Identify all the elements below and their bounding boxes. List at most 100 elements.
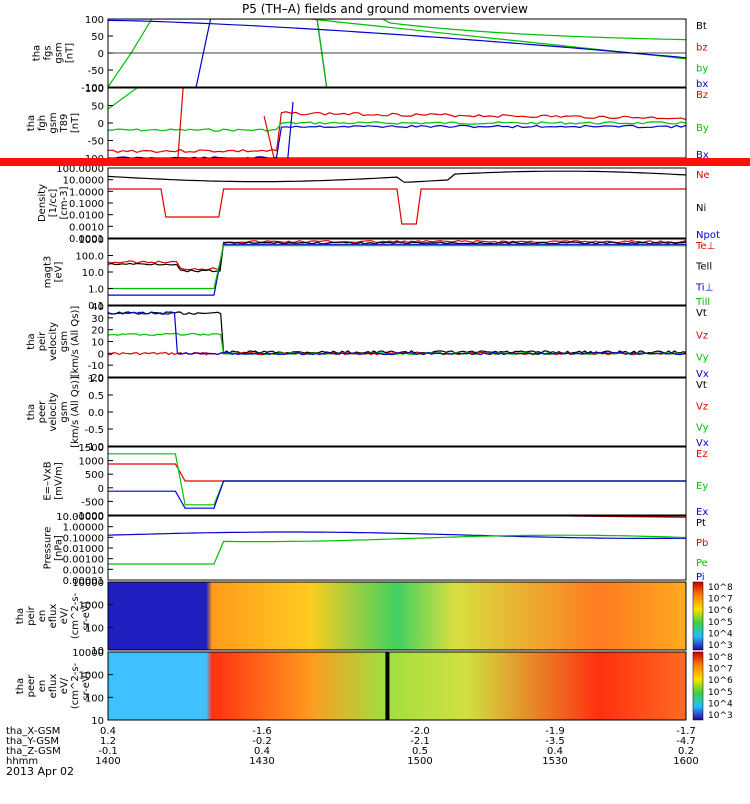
colorbar-peer_spec-label: 10^4 — [708, 699, 733, 709]
ephem-value: -2.0 — [410, 726, 430, 737]
ephem-value: 1.2 — [100, 736, 116, 747]
panel-peir_spec-data — [108, 582, 686, 650]
legend-pressure: Pt — [696, 518, 706, 529]
panel-fgh-ylabel: tha — [26, 115, 37, 131]
panel-fgs-data — [108, 19, 686, 87]
colorbar-peir_spec: 10^8 10^710^6 10^510^4 10^3 — [692, 581, 733, 651]
panel-efield-frame — [107, 446, 687, 516]
series-Ex — [108, 480, 686, 509]
panel-fgh-ylabel: T89 — [59, 114, 70, 134]
ephem-value: 1500 — [407, 756, 432, 767]
legend-pressure: Pb — [696, 538, 708, 549]
panel-peir_spec-ylabel: eV/ — [59, 607, 70, 624]
panel-peer_spec-tick: 1000 — [79, 671, 104, 682]
legend-efield: Ez — [696, 449, 708, 460]
panel-peir_spec-frame — [107, 581, 687, 651]
panel-fgh-tick: -50 — [88, 137, 104, 148]
ephem-label: tha_X-GSM — [6, 726, 60, 737]
panel-fgs-ylabel: gsm — [54, 42, 65, 63]
panel-efield-tick: 1500 — [79, 443, 104, 454]
series-Ne — [108, 188, 686, 225]
legend-peir_vel: Vt — [696, 308, 707, 319]
panel-fgs-tick: 0 — [98, 49, 104, 60]
ephemeris-table: tha_X-GSMtha_Y-GSMtha_Z-GSMhhmm0.41.2-0.… — [6, 726, 699, 767]
ephem-value: 0.4 — [547, 746, 563, 757]
panel-peer_vel-tick: -1.0 — [84, 442, 104, 453]
colorbar-peir_spec-label: 10^6 — [708, 606, 733, 616]
colorbar-peir_spec-label: 10^5 — [708, 618, 733, 628]
panel-peir_vel: tha peir velocity gsm [km/s (All Qs)] 4030201… — [26, 302, 709, 384]
legend-temp: Ti⊥ — [695, 282, 713, 293]
panel-pressure-tick: 0.10000 — [63, 533, 104, 544]
ephem-label: tha_Y-GSM — [6, 736, 59, 747]
colorbar-peer_spec-label: 10^3 — [708, 711, 733, 721]
date-label: 2013 Apr 02 — [6, 765, 74, 778]
panel-fgs-tick: -50 — [88, 66, 104, 77]
legend-fgh: Bx — [696, 150, 709, 161]
series-by — [108, 19, 153, 87]
panel-density-frame — [107, 167, 687, 239]
series-Till — [108, 245, 686, 290]
panel-peer_spec-ylabel: peer — [26, 674, 37, 698]
panel-fgs-tick: -100 — [81, 83, 104, 94]
ephem-label: hhmm — [6, 756, 38, 767]
panel-fgs-frame — [107, 18, 687, 88]
panel-peer_spec-ylabel: (cm^2-s- — [70, 662, 81, 709]
legend-peer_vel: Vx — [696, 438, 709, 449]
peir_spec-spectrogram — [108, 582, 686, 650]
legend-temp: Te⊥ — [695, 241, 715, 252]
legend-temp: Till — [695, 297, 710, 308]
ephem-value: -1.7 — [676, 726, 696, 737]
panel-fgh-frame — [107, 87, 687, 159]
legend-density: Npot — [696, 230, 720, 241]
series-Ey — [108, 453, 686, 506]
plot-title: P5 (TH–A) fields and ground moments over… — [242, 2, 528, 16]
legend-fgh: By — [696, 123, 709, 134]
series-by — [108, 19, 686, 41]
panel-peir_spec-tick: 10000 — [72, 578, 104, 589]
legend-fgs: bx — [696, 79, 708, 90]
panel-peir_vel-ylabel: [km/s (All Qs)] — [70, 306, 81, 378]
series-By — [108, 121, 686, 132]
panel-efield-ylabel: [mV/m] — [54, 462, 65, 500]
panel-peer_spec-tick: 10 — [91, 716, 104, 727]
panel-peer_spec-data — [108, 652, 686, 720]
panel-density-tick: 100.0000 — [56, 164, 104, 175]
series-Vt — [108, 311, 686, 355]
ephem-value: -0.2 — [252, 736, 272, 747]
legend-fgs: bz — [696, 42, 708, 53]
series-Bx — [287, 101, 294, 158]
ephem-value: -4.7 — [676, 736, 696, 747]
series-Vy — [108, 332, 686, 356]
panel-peir_vel-data — [108, 311, 686, 356]
legend-pressure: Pi — [696, 572, 705, 583]
panel-peer_vel-ylabel: velocity — [48, 392, 59, 431]
panel-peer_spec-ylabel: tha — [15, 678, 26, 694]
panel-density-ylabel: Density — [37, 184, 48, 222]
panel-density-ylabel: [1/cc] — [48, 189, 59, 218]
colorbar-peer_spec-label: 10^7 — [708, 665, 733, 675]
ephem-value: -2.1 — [410, 736, 430, 747]
panel-peer_spec-frame — [107, 651, 687, 721]
panel-temp: magt3 [eV] 1000 100.0 10.0 1.0 0.1 Te⊥ Tell Ti⊥ Ti… — [43, 235, 716, 312]
panel-peir_vel-frame — [107, 305, 687, 378]
ephem-value: 0.2 — [678, 746, 694, 757]
panel-temp-data — [108, 239, 686, 296]
panel-efield-tick: -1000 — [75, 511, 104, 522]
panel-efield-data — [108, 453, 686, 509]
panel-efield-tick: -500 — [81, 497, 104, 508]
panel-peer_vel-frame — [107, 377, 687, 447]
legend-fgs: Bt — [696, 21, 707, 32]
panel-pressure-tick: 0.00001 — [63, 576, 104, 587]
legend-pressure: Pe — [696, 558, 708, 569]
panel-temp-tick: 1000 — [79, 235, 104, 246]
colorbar-peir_spec-label: 10^3 — [708, 641, 733, 651]
legend-efield: Ex — [696, 507, 708, 518]
legend-density: Ne — [696, 170, 710, 181]
colorbar-peir_spec-bar — [692, 581, 704, 651]
ephem-value: -1.9 — [545, 726, 565, 737]
panel-pressure-data — [108, 516, 686, 565]
panel-pressure-ylabel: [nPa] — [54, 535, 65, 561]
